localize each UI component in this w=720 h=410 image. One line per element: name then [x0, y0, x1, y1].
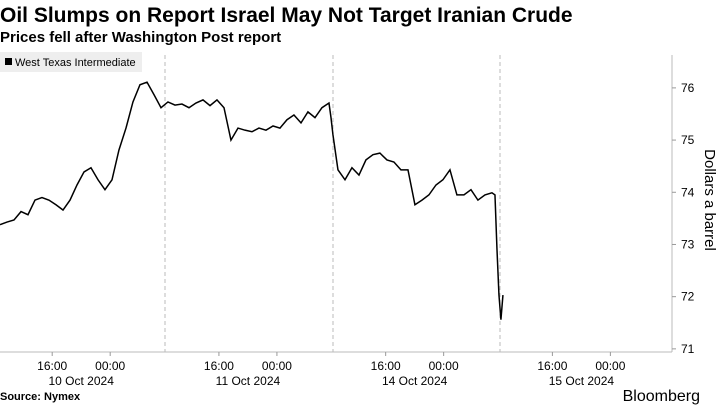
date-label: 15 Oct 2024	[549, 374, 615, 388]
x-tick-label: 16:00	[371, 359, 401, 373]
y-tick-label: 71	[681, 342, 695, 356]
y-tick-label: 75	[681, 133, 695, 147]
x-tick-label: 00:00	[429, 359, 459, 373]
chart-subtitle: Prices fell after Washington Post report	[0, 29, 281, 46]
y-axis-label: Dollars a barrel	[701, 149, 718, 251]
legend-label: West Texas Intermediate	[15, 57, 136, 69]
chart-title: Oil Slumps on Report Israel May Not Targ…	[0, 4, 573, 27]
y-tick-label: 74	[681, 185, 695, 199]
x-tick-label: 16:00	[37, 359, 67, 373]
legend-box	[0, 52, 142, 72]
date-label: 10 Oct 2024	[48, 374, 114, 388]
y-tick-label: 72	[681, 290, 695, 304]
legend-swatch	[5, 58, 12, 65]
y-tick-label: 73	[681, 237, 695, 251]
day-separators	[164, 55, 501, 352]
date-label: 11 Oct 2024	[216, 374, 281, 388]
y-tick-label: 76	[681, 81, 695, 95]
x-tick-label: 00:00	[95, 359, 125, 373]
date-label: 14 Oct 2024	[382, 374, 448, 388]
x-tick-label: 00:00	[262, 359, 292, 373]
brand: Bloomberg	[623, 388, 700, 405]
x-tick-label: 16:00	[537, 359, 567, 373]
x-tick-label: 16:00	[204, 359, 234, 373]
x-tick-label: 00:00	[595, 359, 625, 373]
line	[0, 81, 504, 320]
source: Source: Nymex	[0, 391, 81, 403]
